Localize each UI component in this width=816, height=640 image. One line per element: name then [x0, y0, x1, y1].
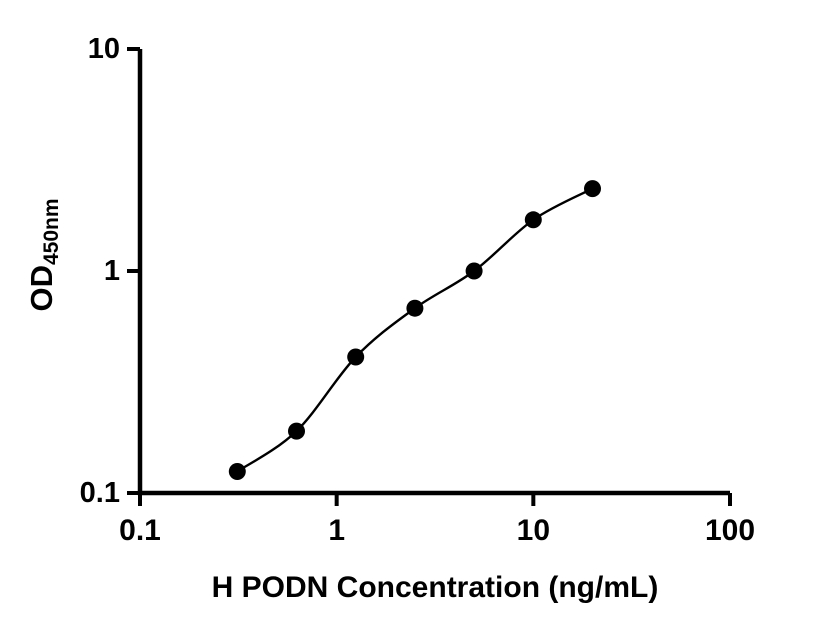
y-axis-ticks: 0.1 1 10 [80, 33, 140, 509]
y-axis-label-main: OD [24, 265, 59, 312]
y-axis-label-subscript: 450nm [40, 198, 63, 266]
x-tick-label: 1 [328, 514, 345, 547]
data-point [584, 180, 601, 198]
axes [137, 49, 730, 496]
x-tick-label: 100 [705, 514, 755, 547]
x-tick-label: 0.1 [119, 514, 161, 547]
data-point [288, 422, 305, 440]
y-tick-label: 0.1 [80, 477, 120, 509]
x-axis-label: H PODN Concentration (ng/mL) [211, 571, 659, 604]
x-axis-ticks: 0.1 1 10 100 [119, 493, 755, 547]
y-tick-label: 1 [104, 255, 120, 287]
data-point [524, 211, 542, 229]
data-point [347, 348, 365, 366]
data-point [406, 299, 424, 317]
data-point [465, 262, 483, 280]
y-axis-label: OD450nm [24, 198, 64, 311]
y-tick-label: 10 [88, 33, 120, 65]
x-tick-label: 10 [517, 514, 550, 547]
data-point [228, 463, 246, 480]
data-points [228, 180, 601, 480]
